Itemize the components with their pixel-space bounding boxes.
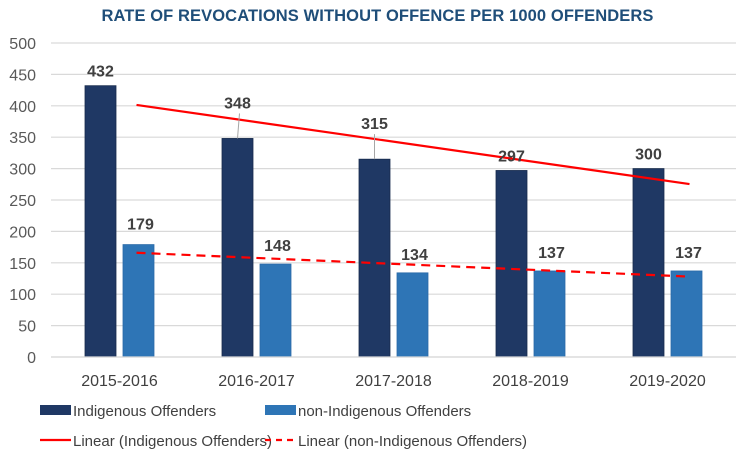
legend-label: non-Indigenous Offenders: [298, 403, 471, 420]
data-label: 432: [87, 64, 114, 81]
y-tick-label: 200: [9, 224, 36, 241]
legend-non-indigenous: non-Indigenous Offenders: [265, 403, 471, 420]
bar-indigenous: [358, 158, 391, 358]
leader-line: [237, 113, 240, 139]
legend: Indigenous Offenders non-Indigenous Offen…: [40, 403, 527, 450]
data-label: 148: [264, 238, 291, 255]
data-label: 134: [401, 247, 428, 264]
x-tick-label: 2018-2019: [492, 373, 569, 390]
y-tick-label: 350: [9, 130, 36, 147]
legend-swatch: [40, 405, 71, 415]
data-label: 300: [635, 147, 662, 164]
bar-non-indigenous: [259, 263, 292, 358]
y-tick-label: 0: [27, 350, 36, 367]
bars: [84, 85, 703, 358]
data-label: 137: [675, 245, 702, 262]
y-tick-label: 400: [9, 99, 36, 116]
y-tick-label: 250: [9, 193, 36, 210]
legend-label: Linear (non-Indigenous Offenders): [298, 433, 527, 450]
bar-indigenous: [84, 85, 117, 358]
trendline-indigenous: [136, 103, 690, 186]
x-tick-label: 2017-2018: [355, 373, 432, 390]
bar-non-indigenous: [122, 244, 155, 358]
legend-swatch: [265, 405, 296, 415]
bar-indigenous: [221, 138, 254, 358]
data-label: 348: [224, 95, 251, 112]
leader-lines: [237, 113, 375, 160]
legend-indigenous: Indigenous Offenders: [40, 403, 216, 420]
legend-trend-indigenous: Linear (Indigenous Offenders): [40, 433, 272, 450]
x-axis: 2015-2016 2016-2017 2017-2018 2018-2019 2019…: [51, 356, 736, 390]
x-tick-label: 2015-2016: [81, 373, 158, 390]
y-tick-label: 300: [9, 162, 36, 179]
bar-non-indigenous: [396, 272, 429, 358]
x-tick-label: 2016-2017: [218, 373, 295, 390]
trendline-non-indigenous: [136, 251, 690, 278]
data-label: 179: [127, 217, 154, 234]
data-label: 137: [538, 245, 565, 262]
y-tick-label: 150: [9, 256, 36, 273]
legend-label: Linear (Indigenous Offenders): [73, 433, 272, 450]
data-label: 315: [361, 116, 388, 133]
data-labels: 432 179 348 148 315 134 297 137 300 137: [87, 64, 702, 264]
bar-non-indigenous: [533, 270, 566, 358]
bar-indigenous: [632, 168, 665, 358]
chart-title: RATE OF REVOCATIONS WITHOUT OFFENCE PER …: [101, 7, 654, 25]
y-tick-label: 50: [18, 319, 36, 336]
legend-label: Indigenous Offenders: [73, 403, 216, 420]
legend-trend-non-indigenous: Linear (non-Indigenous Offenders): [265, 433, 527, 450]
y-tick-label: 100: [9, 287, 36, 304]
bar-non-indigenous: [670, 270, 703, 358]
y-tick-label: 450: [9, 67, 36, 84]
y-axis: 0 50 100 150 200 250 300 350 400 450 500: [9, 36, 36, 367]
trendlines: [136, 103, 690, 278]
y-tick-label: 500: [9, 36, 36, 53]
data-label: 297: [498, 148, 525, 165]
bar-indigenous: [495, 170, 528, 358]
x-tick-label: 2019-2020: [629, 373, 706, 390]
